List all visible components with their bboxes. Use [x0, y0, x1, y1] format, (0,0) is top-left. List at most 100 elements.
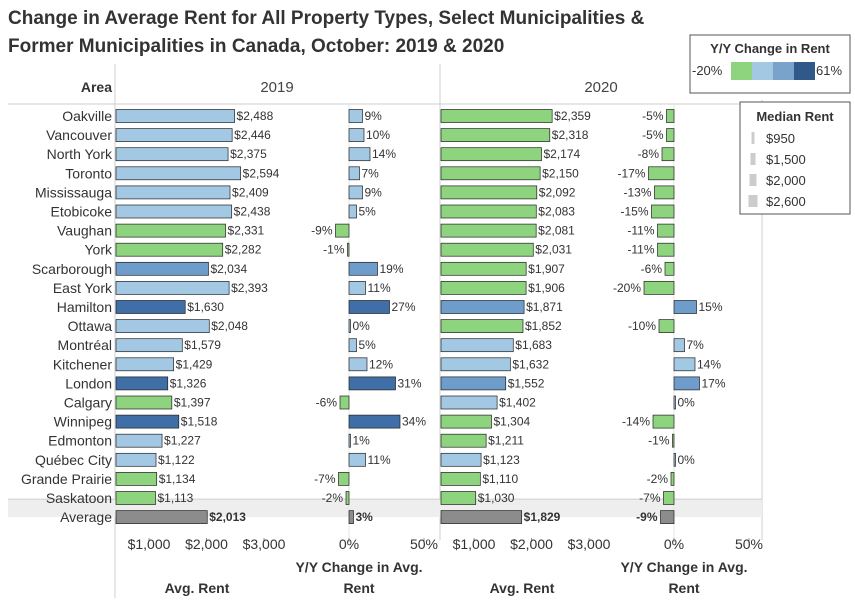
rent-label: $2,048	[211, 319, 248, 333]
change-label: -9%	[636, 510, 658, 524]
change-label: -20%	[613, 281, 641, 295]
change-label: 10%	[366, 128, 390, 142]
change-bar	[661, 147, 675, 162]
area-label: Vancouver	[46, 127, 112, 143]
change-label: 12%	[369, 357, 393, 371]
rent-label: $1,397	[174, 396, 211, 410]
change-bar	[339, 395, 350, 410]
change-label: -6%	[316, 396, 338, 410]
change-label: -2%	[647, 472, 669, 486]
rent-label: $2,438	[234, 205, 271, 219]
change-axis-label-line2: Rent	[668, 580, 699, 596]
rent-bar	[440, 242, 534, 257]
change-label: 31%	[398, 376, 422, 390]
change-axis-label-line2: Rent	[343, 580, 374, 596]
change-bar	[670, 472, 675, 486]
rent-label: $2,359	[554, 109, 591, 123]
change-bar	[348, 281, 366, 295]
size-legend-label: $950	[766, 131, 795, 146]
change-label: -1%	[323, 243, 345, 257]
size-legend-title: Median Rent	[756, 109, 834, 124]
change-bar	[348, 338, 357, 353]
rent-bar	[115, 147, 229, 162]
change-bar	[345, 491, 350, 505]
rent-bar	[440, 223, 537, 238]
change-bar	[348, 185, 363, 200]
year-header-2020: 2020	[584, 79, 617, 96]
rent-bar	[440, 433, 487, 448]
rent-bar	[115, 204, 233, 219]
size-legend-label: $2,600	[766, 194, 806, 209]
rent-bar	[440, 395, 498, 410]
change-label: -15%	[620, 205, 648, 219]
change-axis-label-line1: Y/Y Change in Avg.	[620, 559, 747, 575]
rent-bar	[115, 261, 209, 276]
rent-bar	[440, 319, 524, 333]
rent-label: $2,031	[535, 243, 572, 257]
area-label: Ottawa	[68, 318, 113, 334]
rent-bar	[115, 491, 156, 505]
change-bar	[348, 319, 351, 333]
area-label: Québec City	[35, 452, 112, 468]
change-label: -17%	[617, 166, 645, 180]
rent-bar	[440, 147, 542, 162]
change-label: -14%	[622, 415, 650, 429]
change-axis-tick-label: 50%	[410, 536, 438, 552]
area-label: Oakville	[62, 108, 112, 124]
rent-label: $1,630	[187, 300, 224, 314]
change-label: -5%	[642, 128, 664, 142]
change-label: -11%	[627, 243, 654, 257]
change-bar	[672, 433, 675, 448]
change-label: 3%	[356, 510, 374, 524]
rent-axis-label: Avg. Rent	[165, 580, 230, 596]
rent-label: $1,113	[157, 491, 193, 505]
rent-label: $2,282	[225, 243, 262, 257]
area-label: Montréal	[58, 337, 112, 353]
change-label: 34%	[402, 415, 426, 429]
change-label: 1%	[353, 434, 371, 448]
rent-label: $2,013	[209, 510, 246, 524]
color-legend-min: -20%	[692, 63, 723, 78]
year-header-2019: 2019	[260, 79, 293, 96]
change-label: 11%	[368, 281, 391, 295]
chart-title-line2: Former Municipalities in Canada, October…	[8, 36, 504, 57]
area-label: Kitchener	[53, 356, 112, 372]
size-legend-label: $1,500	[766, 152, 806, 167]
area-label: Saskatoon	[46, 490, 112, 506]
change-label: 0%	[678, 453, 696, 467]
rent-bar	[115, 185, 231, 200]
change-bar	[348, 300, 390, 314]
change-bar	[666, 109, 675, 123]
rent-bar	[440, 166, 541, 181]
change-bar	[348, 510, 354, 524]
change-label: -8%	[638, 147, 660, 161]
change-label: 27%	[392, 300, 416, 314]
area-label: London	[65, 375, 112, 391]
rent-bar	[440, 376, 507, 391]
rent-axis-tick-label: $2,000	[510, 536, 553, 552]
rent-axis-tick-label: $3,000	[568, 536, 611, 552]
rent-bar	[440, 338, 514, 353]
area-label: Vaughan	[57, 223, 112, 239]
size-legend-label: $2,000	[766, 173, 806, 188]
rent-label: $2,034	[210, 262, 247, 276]
size-legend-swatch	[748, 195, 758, 207]
change-label: 0%	[353, 319, 371, 333]
area-label: Winnipeg	[54, 414, 112, 430]
change-bar	[673, 376, 700, 391]
rent-axis-tick-label: $3,000	[243, 536, 286, 552]
rent-bar	[440, 128, 551, 142]
change-bar	[347, 242, 350, 257]
rent-label: $1,906	[528, 281, 565, 295]
rent-bar	[440, 109, 553, 123]
rent-bar	[115, 414, 180, 429]
area-label: North York	[47, 146, 113, 162]
rent-bar	[115, 433, 163, 448]
change-bar	[654, 185, 675, 200]
rent-label: $1,579	[184, 338, 221, 352]
change-bar	[348, 414, 401, 429]
change-bar	[673, 357, 696, 372]
change-axis-tick-label: 0%	[339, 536, 359, 552]
rent-label: $1,852	[525, 319, 562, 333]
chart-rows: Oakville $2,488 9% $2,359 -5% Vancouver $2,446…	[21, 108, 726, 525]
